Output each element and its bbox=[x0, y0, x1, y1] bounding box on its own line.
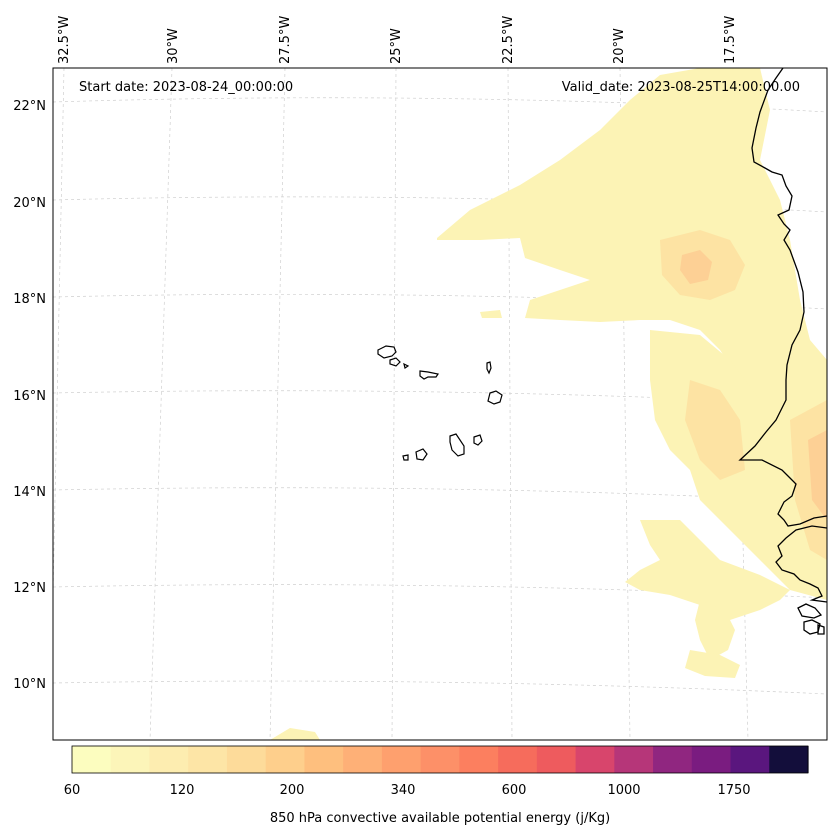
lat-label: 22°N bbox=[13, 99, 46, 114]
colorbar bbox=[72, 746, 809, 773]
lat-label: 16°N bbox=[13, 389, 46, 404]
cape-region-patch-2 bbox=[685, 650, 740, 678]
colorbar-segment bbox=[420, 746, 460, 773]
coast-segment-3 bbox=[797, 603, 823, 619]
colorbar-tick-label: 60 bbox=[64, 783, 81, 798]
colorbar-segment bbox=[536, 746, 577, 773]
africa-coastline bbox=[738, 68, 827, 527]
cape-region-high-east bbox=[808, 430, 827, 520]
lat-label: 20°N bbox=[13, 196, 46, 211]
colorbar-segment bbox=[72, 746, 112, 773]
cape-field bbox=[270, 68, 827, 740]
colorbar-segment bbox=[575, 746, 615, 773]
island-santo-antao bbox=[377, 345, 397, 359]
cape-region-patch-4 bbox=[560, 190, 650, 220]
cape-region-south bbox=[625, 520, 790, 620]
longitude-labels: 32.5°W 30°W 27.5°W 25°W 22.5°W 20°W 17.5… bbox=[57, 16, 738, 64]
colorbar-title: 850 hPa convective available potential e… bbox=[270, 811, 610, 826]
map-content bbox=[53, 68, 827, 740]
coastline bbox=[738, 68, 827, 635]
island-santiago bbox=[449, 433, 465, 457]
colorbar-tick-label: 1750 bbox=[717, 783, 750, 798]
colorbar-segment bbox=[498, 746, 538, 773]
cape-region-patch-1 bbox=[695, 600, 735, 660]
island-brava bbox=[402, 454, 409, 461]
colorbar-tick-label: 600 bbox=[502, 783, 527, 798]
gridlines bbox=[53, 68, 827, 740]
lon-label: 32.5°W bbox=[57, 16, 72, 64]
cape-verde-islands bbox=[377, 345, 503, 461]
colorbar-segment bbox=[304, 746, 344, 773]
colorbar-segment bbox=[265, 746, 306, 773]
colorbar-segment bbox=[149, 746, 189, 773]
colorbar-ticks: 60 120 200 340 600 1000 1750 bbox=[64, 783, 751, 798]
lat-label: 18°N bbox=[13, 292, 46, 307]
lat-label: 14°N bbox=[13, 485, 46, 500]
colorbar-segment bbox=[459, 746, 499, 773]
island-santa-luzia bbox=[403, 362, 410, 369]
cape-region-bottom bbox=[270, 728, 320, 740]
colorbar-frame bbox=[71, 745, 809, 774]
cape-region-mid-central bbox=[685, 380, 745, 480]
lon-label: 25°W bbox=[389, 28, 404, 64]
island-boa-vista bbox=[487, 390, 503, 405]
island-sao-vicente bbox=[389, 357, 401, 367]
valid-date-label: Valid_date: 2023-08-25T14:00:00.00 bbox=[562, 80, 800, 95]
island-sao-nicolau bbox=[419, 370, 439, 380]
lat-label: 10°N bbox=[13, 677, 46, 692]
colorbar-segment bbox=[730, 746, 770, 773]
cape-region-high-north bbox=[680, 250, 712, 284]
lon-label: 20°W bbox=[612, 28, 627, 64]
colorbar-tick-label: 120 bbox=[170, 783, 195, 798]
cape-region-patch-3 bbox=[480, 310, 502, 318]
lon-label: 30°W bbox=[166, 28, 181, 64]
start-date-label: Start date: 2023-08-24_00:00:00 bbox=[79, 80, 293, 95]
island-maio bbox=[473, 434, 483, 446]
colorbar-segment bbox=[691, 746, 732, 773]
colorbar-tick-label: 200 bbox=[280, 783, 305, 798]
colorbar-segment bbox=[343, 746, 383, 773]
lon-label: 22.5°W bbox=[501, 16, 516, 64]
lat-label: 12°N bbox=[13, 581, 46, 596]
colorbar-segment bbox=[110, 746, 151, 773]
island-sal bbox=[486, 361, 492, 375]
cape-region-north bbox=[437, 68, 827, 470]
colorbar-segment bbox=[188, 746, 228, 773]
island-fogo bbox=[415, 448, 428, 461]
colorbar-segment bbox=[381, 746, 422, 773]
colorbar-tick-label: 340 bbox=[391, 783, 416, 798]
colorbar-segment bbox=[769, 746, 809, 773]
coast-segment-2 bbox=[775, 525, 827, 603]
latitude-labels: 22°N 20°N 18°N 16°N 14°N 12°N 10°N bbox=[13, 99, 46, 692]
colorbar-tick-label: 1000 bbox=[607, 783, 640, 798]
coast-segment-5 bbox=[817, 624, 825, 635]
map-frame bbox=[52, 67, 828, 741]
colorbar-segment bbox=[653, 746, 693, 773]
colorbar-segment bbox=[614, 746, 654, 773]
lon-label: 17.5°W bbox=[723, 16, 738, 64]
lon-label: 27.5°W bbox=[278, 16, 293, 64]
colorbar-segment bbox=[226, 746, 267, 773]
